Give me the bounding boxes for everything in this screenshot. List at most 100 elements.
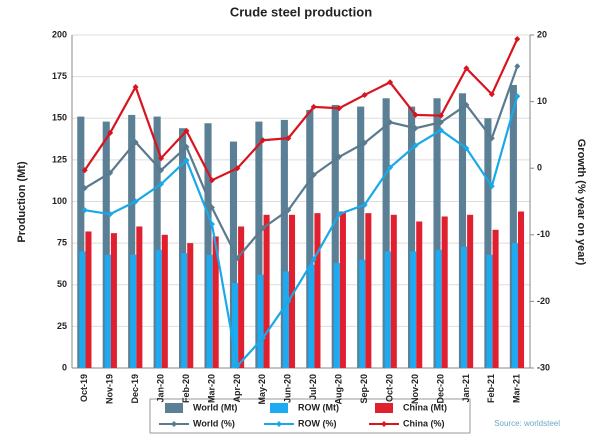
line-marker <box>259 225 266 232</box>
line-marker <box>183 157 190 164</box>
bar <box>77 116 85 369</box>
line-marker <box>412 125 419 132</box>
line-marker <box>463 101 470 108</box>
line-marker <box>437 127 444 134</box>
x-tick-label: Jan-20 <box>155 374 165 403</box>
legend-label: ROW (%) <box>298 418 337 428</box>
bar <box>467 214 474 368</box>
x-tick-label: Feb-21 <box>486 374 496 403</box>
line-marker <box>234 255 241 262</box>
legend-label: China (Mt) <box>403 402 447 412</box>
line-marker <box>132 139 139 146</box>
x-tick-label: Jan-21 <box>461 374 471 403</box>
bar <box>181 253 188 368</box>
bar <box>255 121 263 368</box>
y-tick-label: 75 <box>57 238 67 248</box>
bar <box>85 231 92 368</box>
line-marker <box>81 167 88 174</box>
bar <box>130 254 137 368</box>
bar <box>333 263 340 368</box>
bar <box>435 249 442 368</box>
line-series <box>83 38 519 182</box>
y-tick-label: 50 <box>57 279 67 289</box>
line-marker <box>132 83 139 90</box>
line-marker <box>208 177 215 184</box>
legend-box <box>149 398 471 434</box>
bar <box>187 243 194 368</box>
line-marker <box>514 35 521 42</box>
bar <box>390 214 397 368</box>
bar <box>153 116 161 369</box>
line-marker <box>361 201 368 208</box>
bar <box>382 98 390 369</box>
x-tick-label: Jul-20 <box>308 374 318 400</box>
line-marker <box>132 198 139 205</box>
y-tick-label: 0 <box>62 362 67 372</box>
line-marker <box>158 155 165 162</box>
line-marker <box>310 256 317 263</box>
bar <box>433 98 441 369</box>
line-marker <box>488 91 495 98</box>
line-marker <box>158 181 165 188</box>
y2-tick-label: 20 <box>537 29 547 39</box>
legend-label: World (%) <box>193 418 235 428</box>
line-marker <box>259 335 266 342</box>
x-tick-label: Nov-20 <box>410 374 420 404</box>
line-series <box>84 65 519 261</box>
x-tick-label: Aug-20 <box>334 374 344 405</box>
line-marker <box>387 119 394 126</box>
chart-title: Crude steel production <box>230 4 372 19</box>
legend-label: ROW (Mt) <box>298 402 339 412</box>
bar <box>128 114 136 368</box>
x-tick-label: May-20 <box>257 374 267 405</box>
line-marker <box>437 112 444 119</box>
bar <box>308 264 315 368</box>
x-tick-label: Jun-20 <box>283 374 293 403</box>
y-tick-label: 200 <box>52 29 67 39</box>
line-marker <box>285 207 292 214</box>
line-marker <box>310 171 317 178</box>
line-marker <box>412 142 419 149</box>
bar <box>461 246 468 368</box>
bar <box>161 234 168 368</box>
x-tick-label: Dec-20 <box>435 374 445 404</box>
line-marker <box>234 165 241 172</box>
legend-swatch <box>165 403 183 413</box>
bar <box>306 109 314 369</box>
bar <box>365 213 372 368</box>
legend-label: China (%) <box>403 418 445 428</box>
line-marker <box>208 221 215 228</box>
bar <box>410 251 417 368</box>
y2-tick-label: 0 <box>537 163 542 173</box>
source-note: Source: worldsteel <box>494 419 560 428</box>
y-tick-label: 175 <box>52 71 67 81</box>
line-marker <box>361 139 368 146</box>
line-marker <box>437 119 444 126</box>
line-marker <box>81 185 88 192</box>
line-marker <box>336 211 343 218</box>
line-marker <box>514 93 521 100</box>
bar <box>511 243 518 368</box>
legend-swatch <box>375 403 393 413</box>
line-marker <box>387 79 394 86</box>
line-marker <box>336 153 343 160</box>
legend-label: World (Mt) <box>193 402 237 412</box>
line-marker <box>234 363 241 370</box>
bar <box>212 236 219 368</box>
bar <box>104 254 111 368</box>
y-tick-label: 25 <box>57 321 67 331</box>
line-marker <box>259 137 266 144</box>
line-series <box>84 95 519 369</box>
bar <box>238 226 245 368</box>
line-marker <box>488 135 495 142</box>
bar <box>288 214 296 368</box>
bar <box>484 118 492 368</box>
y-tick-label: 150 <box>52 113 67 123</box>
line-marker <box>183 127 190 134</box>
x-tick-label: Dec-19 <box>130 374 140 404</box>
x-tick-label: Nov-19 <box>105 374 115 404</box>
line-marker <box>81 207 88 214</box>
y-tick-label: 100 <box>52 196 67 206</box>
bar <box>280 119 288 368</box>
